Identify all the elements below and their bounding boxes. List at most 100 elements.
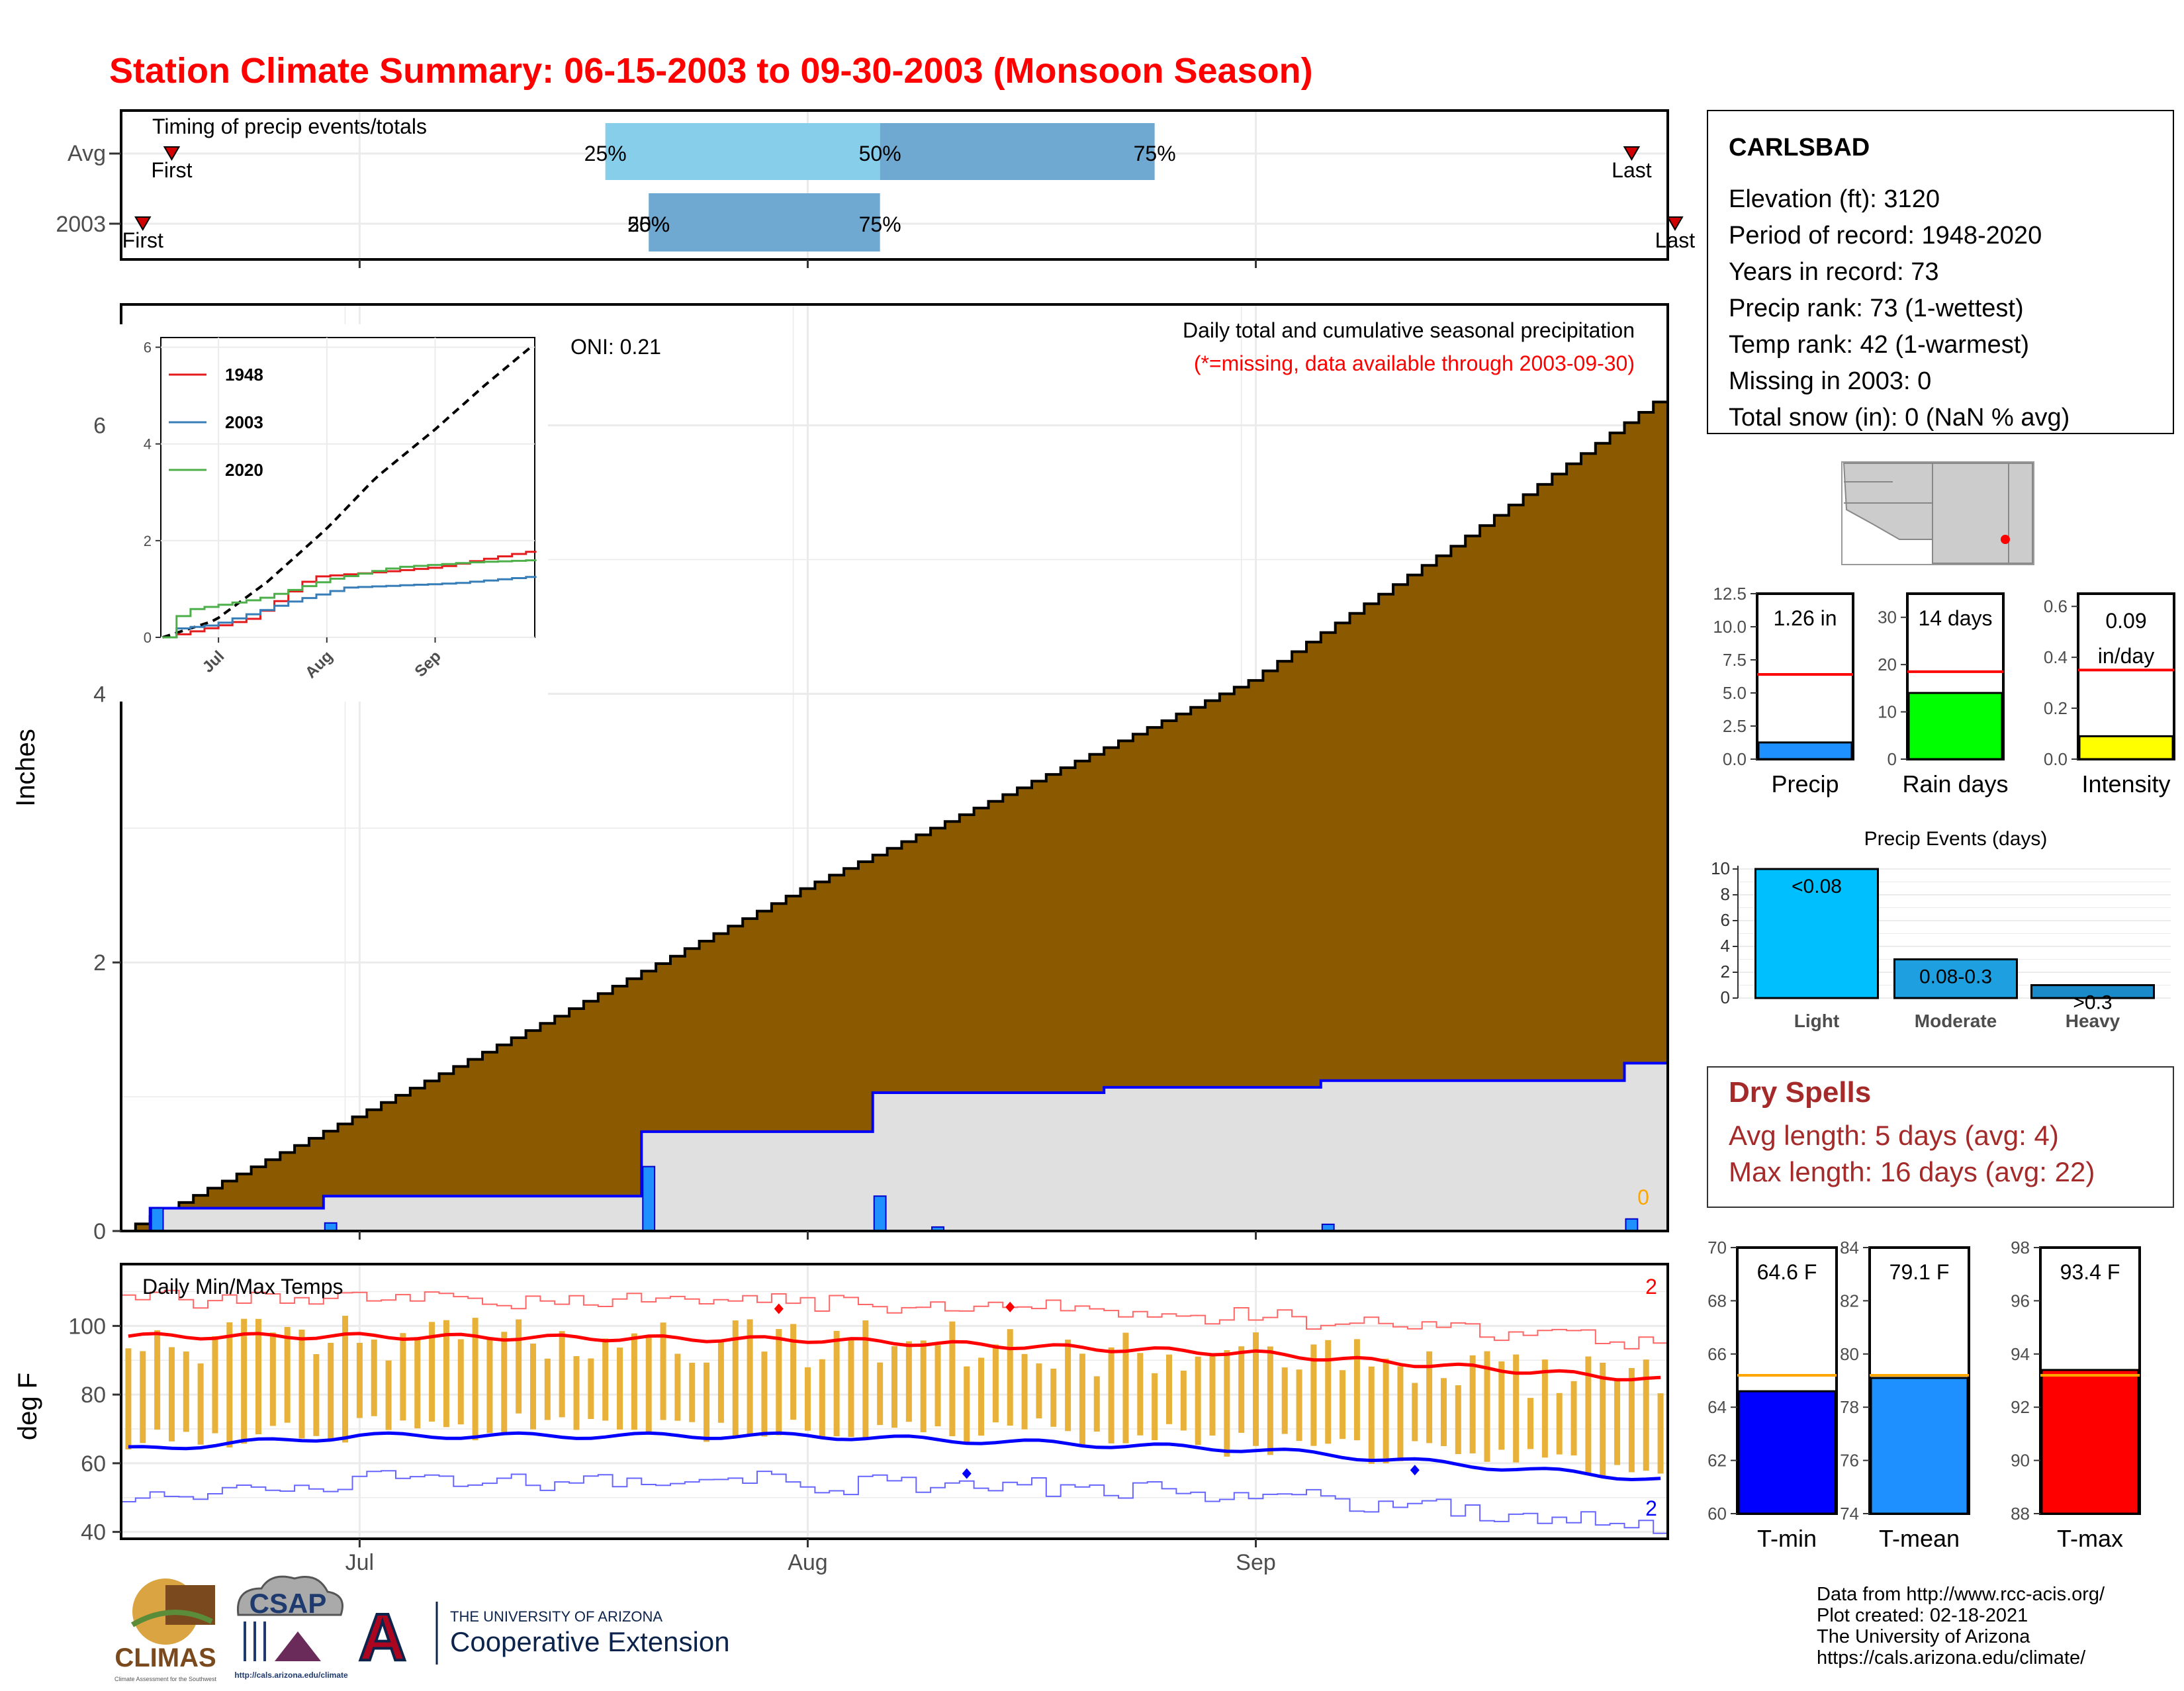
csap-logo-text: CSAP bbox=[250, 1588, 327, 1619]
summary-intensity-tick-label: 0.4 bbox=[2044, 647, 2068, 667]
daily-temp-range-bar bbox=[1585, 1356, 1592, 1474]
daily-temp-range-bar bbox=[1383, 1358, 1389, 1464]
temp-summary-t-min-tick-label: 60 bbox=[1707, 1504, 1727, 1524]
timing-avg-50: 50% bbox=[859, 142, 901, 165]
daily-temp-range-bar bbox=[1570, 1381, 1577, 1456]
daily-temp-range-bar bbox=[804, 1367, 811, 1431]
daily-temp-range-bar bbox=[197, 1363, 204, 1445]
inset-legend-2020: 2020 bbox=[225, 460, 263, 480]
daily-temp-range-bar bbox=[877, 1362, 884, 1426]
missing-days-count: 0 bbox=[1637, 1185, 1649, 1209]
station-missing: Missing in 2003: 0 bbox=[1729, 367, 1931, 395]
daily-temp-range-bar bbox=[1657, 1393, 1664, 1474]
daily-temp-range-bar bbox=[1180, 1370, 1187, 1431]
events-category-label: Moderate bbox=[1915, 1011, 1997, 1031]
station-snow: Total snow (in): 0 (NaN % avg) bbox=[1729, 404, 2070, 432]
daily-temp-range-bar bbox=[1093, 1376, 1100, 1432]
timing-avg-last-marker bbox=[1623, 146, 1641, 161]
events-y-tick-label: 8 bbox=[1721, 884, 1730, 904]
temp-summary-t-min-tick-label: 66 bbox=[1707, 1344, 1727, 1364]
temp-ylabel: deg F bbox=[13, 1373, 42, 1440]
daily-temp-range-bar bbox=[631, 1333, 637, 1430]
daily-temp-range-bar bbox=[934, 1345, 941, 1427]
temp-panel: 40 60 80 100 Jul Aug Sep Daily Min/Max Temps 2… bbox=[13, 1263, 1669, 1575]
daily-temp-range-bar bbox=[328, 1342, 334, 1441]
climas-logo: CLIMAS Climate Assessment for the Southw… bbox=[114, 1578, 217, 1682]
daily-temp-range-bar bbox=[689, 1363, 696, 1422]
station-elevation: Elevation (ft): 3120 bbox=[1729, 185, 1940, 213]
dry-spells-avg: Avg length: 5 days (avg: 4) bbox=[1729, 1120, 2059, 1151]
temp-x-tick-label: Jul bbox=[345, 1550, 374, 1575]
csap-cloud-icon bbox=[236, 1575, 343, 1616]
summary-rain-days-value-label: 14 days bbox=[1918, 606, 1992, 630]
events-chart: 0 2 4 6 8 10 <0.08 Light 0.08-0.3 Moderate >0.3Hea… bbox=[1711, 858, 2171, 1031]
timing-avg-box-q50-q75 bbox=[880, 123, 1155, 180]
inset-legend-1948: 1948 bbox=[225, 365, 263, 385]
footer-plot-created: Plot created: 02-18-2021 bbox=[1817, 1605, 2028, 1626]
daily-temp-range-bar bbox=[1165, 1354, 1172, 1424]
daily-temp-range-bar bbox=[1296, 1369, 1302, 1441]
daily-temp-range-bar bbox=[1628, 1368, 1635, 1473]
precip-y-tick-label: 6 bbox=[93, 414, 106, 439]
temp-y-tick-label: 80 bbox=[81, 1383, 106, 1408]
daily-temp-range-bar bbox=[516, 1319, 522, 1414]
summary-intensity-value-unit: in/day bbox=[2098, 644, 2154, 668]
daily-temp-range-bar bbox=[645, 1337, 652, 1434]
daily-temp-range-bar bbox=[342, 1316, 349, 1443]
daily-temp-range-bar bbox=[790, 1324, 797, 1420]
temp-x-tick-label: Sep bbox=[1236, 1550, 1276, 1575]
daily-temp-range-bar bbox=[269, 1332, 276, 1426]
daily-temp-range-bar bbox=[1469, 1355, 1476, 1453]
daily-temp-range-bar bbox=[529, 1344, 536, 1430]
temp-summary-t-mean-tick-label: 84 bbox=[1840, 1238, 1859, 1257]
footer: Data from http://www.rcc-acis.org/ Plot … bbox=[114, 1575, 2105, 1682]
inset-y-tick-label: 6 bbox=[144, 340, 152, 356]
precip-ylabel: Inches bbox=[11, 729, 40, 807]
temp-daily-bars bbox=[125, 1316, 1664, 1477]
precip-events-panel: Precip Events (days) 0 2 4 6 8 10 <0.08 Light 0.… bbox=[1711, 828, 2171, 1031]
daily-temp-range-bar bbox=[429, 1322, 435, 1422]
daily-temp-range-bar bbox=[1253, 1332, 1259, 1446]
daily-temp-range-bar bbox=[255, 1318, 261, 1435]
timing-2003-50: 50% bbox=[627, 212, 670, 236]
daily-temp-range-bar bbox=[992, 1344, 999, 1423]
temp-summary-t-mean-tick-label: 78 bbox=[1840, 1397, 1859, 1417]
timing-panel: Timing of precip events/totals Avg 2003 … bbox=[56, 109, 1695, 268]
daily-temp-range-bar bbox=[848, 1338, 854, 1438]
daily-temp-range-bar bbox=[920, 1340, 927, 1432]
summary-rain-days-tick-label: 30 bbox=[1878, 608, 1897, 627]
summary-intensity-tick-label: 0.6 bbox=[2044, 596, 2068, 616]
daily-temp-range-bar bbox=[1195, 1356, 1201, 1445]
season-summary-bars: 0.0 2.5 5.0 7.5 10.0 12.5 1.26 in Precip 0 10 20 30… bbox=[1713, 584, 2175, 798]
record-marker bbox=[774, 1303, 784, 1314]
station-years: Years in record: 73 bbox=[1729, 258, 1939, 286]
daily-temp-range-bar bbox=[1050, 1368, 1057, 1427]
oni-label: ONI: 0.21 bbox=[570, 335, 661, 359]
inset-y-tick-label: 4 bbox=[144, 436, 152, 453]
daily-temp-range-bar bbox=[313, 1353, 320, 1436]
summary-intensity: 0.0 0.2 0.4 0.6 0.09 in/day Intensity bbox=[2044, 592, 2175, 798]
record-marker bbox=[1005, 1301, 1015, 1312]
summary-intensity-value-label: 0.09 bbox=[2105, 609, 2146, 633]
daily-temp-range-bar bbox=[1310, 1344, 1317, 1446]
daily-temp-range-bar bbox=[602, 1338, 609, 1421]
timing-2003-last-marker bbox=[1666, 216, 1684, 231]
precip-subtitle: Daily total and cumulative seasonal prec… bbox=[1183, 318, 1635, 342]
csap-logo-url: http://cals.arizona.edu/climate bbox=[234, 1670, 348, 1680]
daily-temp-range-bar bbox=[1325, 1340, 1332, 1444]
inset-legend-2003: 2003 bbox=[225, 412, 263, 432]
temp-summary-t-max: 88 90 92 94 96 98 93.4 F T-max bbox=[2011, 1238, 2141, 1552]
temp-summary-t-min: 60 62 64 66 68 70 64.6 F T-min bbox=[1707, 1238, 1838, 1552]
daily-temp-range-bar bbox=[1007, 1329, 1013, 1426]
daily-temp-range-bar bbox=[617, 1348, 623, 1430]
daily-temp-range-bar bbox=[140, 1351, 146, 1443]
temp-summary-t-min-tick-label: 68 bbox=[1707, 1291, 1727, 1310]
timing-2003-box bbox=[649, 193, 880, 251]
events-bar-light bbox=[1754, 868, 1879, 999]
timing-avg-75: 75% bbox=[1134, 142, 1176, 165]
summary-precip-tick-label: 12.5 bbox=[1713, 584, 1747, 604]
station-name: CARLSBAD bbox=[1729, 134, 1870, 161]
footer-url: https://cals.arizona.edu/climate/ bbox=[1817, 1647, 2086, 1668]
